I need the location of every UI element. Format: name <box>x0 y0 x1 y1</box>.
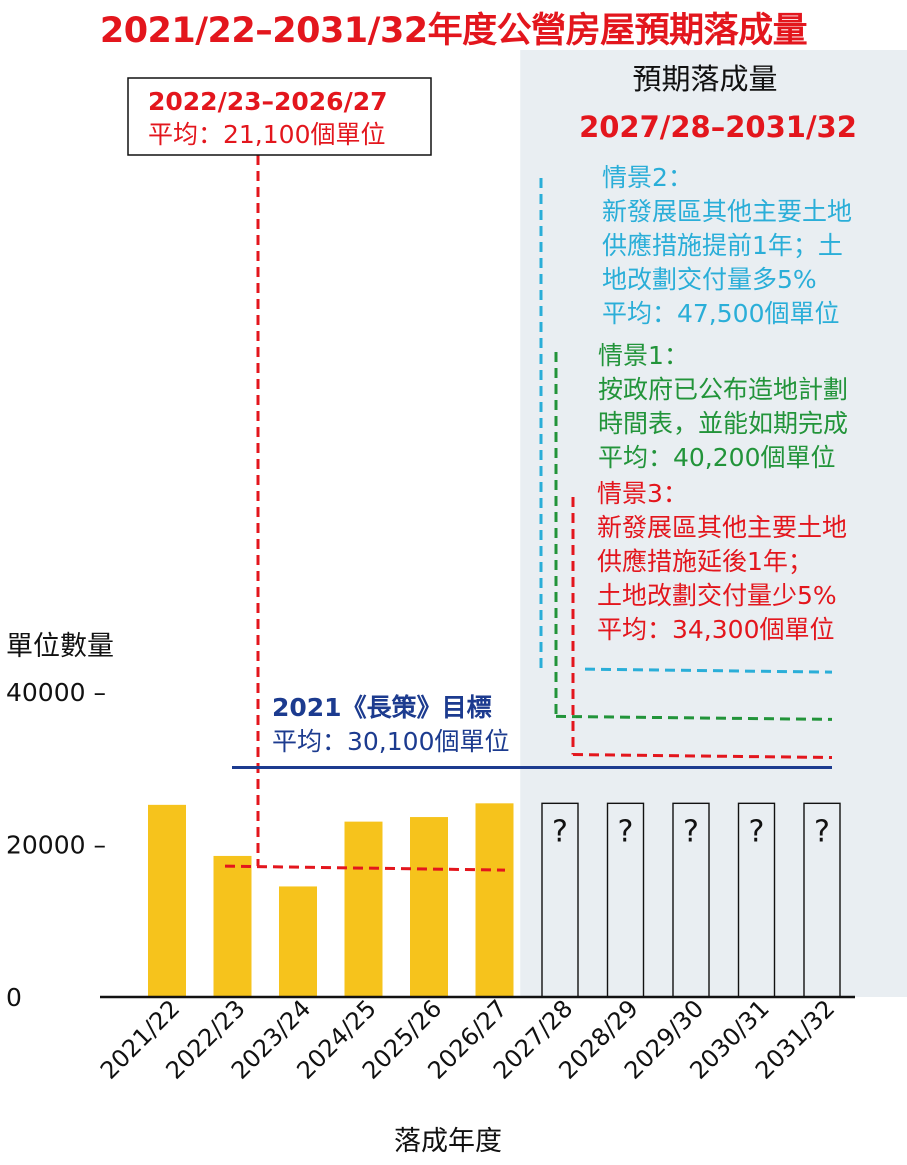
scenario3-text-line: 平均：34,300個單位 <box>597 615 834 644</box>
scenario3-text-line: 供應措施延後1年； <box>597 547 813 576</box>
scenario2-text-line: 平均：47,500個單位 <box>602 299 839 328</box>
projection-title: 預期落成量 <box>632 62 777 96</box>
reference-lines-layer <box>224 155 833 872</box>
scenario3-text-line: 新發展區其他主要土地 <box>597 513 847 542</box>
scenario2-text-line: 供應措施提前1年；土 <box>602 231 843 260</box>
x-axis-label: 落成年度 <box>394 1126 502 1157</box>
bar-2025/26 <box>410 817 448 997</box>
target-title: 2021《長策》目標 <box>272 693 492 722</box>
unknown-bar-mark: ? <box>814 814 830 849</box>
bar-2024/25 <box>344 821 383 997</box>
past-average-box <box>127 77 432 156</box>
scenario2-text-line: 新發展區其他主要土地 <box>602 197 852 226</box>
bar-2021/22 <box>148 804 186 997</box>
scenario2-average-line <box>584 667 833 674</box>
scenario1-average-line <box>555 714 833 721</box>
scenario1-text-line: 平均：40,200個單位 <box>598 443 835 472</box>
target-label: 平均：30,100個單位 <box>272 727 509 756</box>
scenario3-average-line <box>572 753 833 760</box>
bar-2023/24 <box>279 886 317 997</box>
past-average-label: 平均：21,100個單位 <box>148 120 385 149</box>
y-tick-label: 0 <box>6 983 22 1012</box>
projection-shaded-area <box>520 50 907 997</box>
bar-2022/23 <box>213 855 252 997</box>
unknown-bar-mark: ? <box>749 814 765 849</box>
scenario2-heading: 情景2： <box>602 163 693 192</box>
past-average-period: 2022/23–2026/27 <box>148 87 388 116</box>
unknown-bar-mark: ? <box>552 814 568 849</box>
projection-period: 2027/28–2031/32 <box>579 110 857 144</box>
chart-title: 2021/22–2031/32年度公營房屋預期落成量 <box>99 11 808 51</box>
past-average-line <box>224 864 506 872</box>
scenario3-text-line: 土地改劃交付量少5% <box>597 581 837 610</box>
y-axis-label: 單位數量 <box>6 631 114 662</box>
scenario2-text-line: 地改劃交付量多5% <box>602 265 817 294</box>
bar-2026/27 <box>475 803 514 997</box>
y-tick-label: 40000 – <box>6 678 106 707</box>
unknown-bar-mark: ? <box>618 814 634 849</box>
text-layer: 2022/23–2026/27平均：21,100個單位2021《長策》目標平均：… <box>127 62 857 756</box>
scenario3-heading: 情景3： <box>597 479 688 508</box>
scenario1-heading: 情景1： <box>598 341 689 370</box>
y-tick-label: 20000 – <box>6 831 106 860</box>
unknown-bar-mark: ? <box>683 814 699 849</box>
scenario1-text-line: 時間表，並能如期完成 <box>598 409 848 438</box>
bars-layer: ????? <box>148 802 841 998</box>
scenario1-text-line: 按政府已公布造地計劃 <box>598 375 848 404</box>
